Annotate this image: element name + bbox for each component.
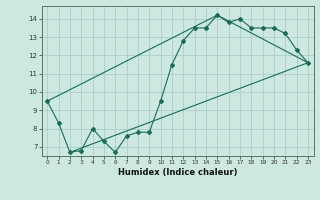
X-axis label: Humidex (Indice chaleur): Humidex (Indice chaleur)	[118, 168, 237, 177]
